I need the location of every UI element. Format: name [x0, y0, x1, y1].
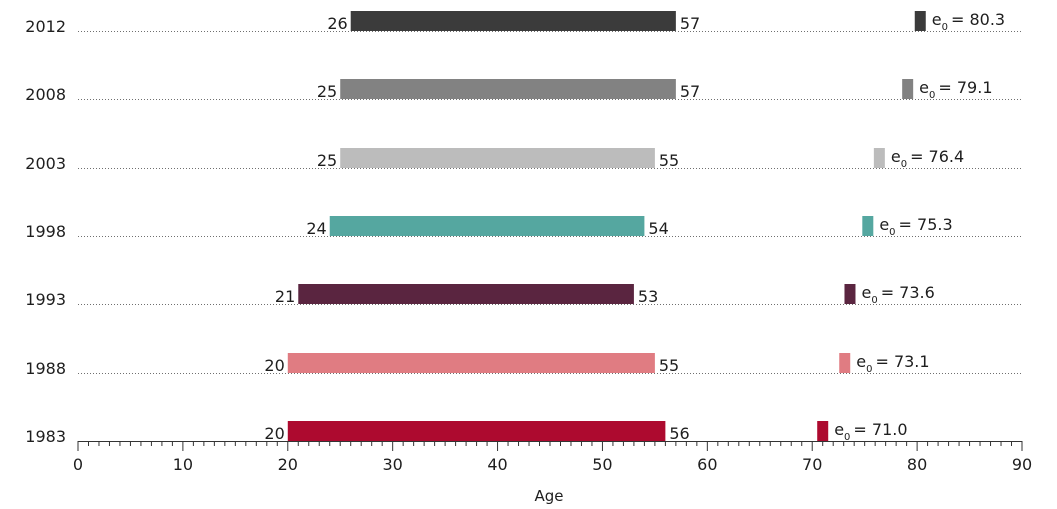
- x-axis-title: Age: [534, 487, 563, 505]
- e0-value: = 80.3: [951, 10, 1005, 29]
- e0-subscript: 0: [889, 227, 895, 238]
- e0-value: = 75.3: [899, 215, 953, 234]
- bar-end-label: 57: [680, 82, 700, 101]
- e0-marker: [873, 148, 885, 168]
- bar-end-label: 57: [680, 14, 700, 33]
- e0-prefix: e: [879, 215, 889, 234]
- e0-marker: [817, 421, 829, 441]
- x-tick-label: 90: [1012, 455, 1032, 474]
- year-label: 1983: [25, 427, 66, 446]
- x-tick-label: 50: [592, 455, 612, 474]
- e0-value: = 73.6: [881, 283, 935, 302]
- range-bar: [287, 353, 655, 373]
- e0-marker: [844, 284, 856, 304]
- e0-prefix: e: [932, 10, 942, 29]
- x-tick-label: 80: [907, 455, 927, 474]
- bar-end-label: 55: [659, 151, 679, 170]
- e0-subscript: 0: [942, 22, 948, 33]
- e0-label: e0 = 79.1: [919, 78, 992, 101]
- e0-label: e0 = 76.4: [891, 147, 964, 170]
- axis-layer: 0 10 20 30 40 50 60 70 80 90: [73, 441, 1032, 474]
- year-label: 1993: [25, 290, 66, 309]
- year-label: 2008: [25, 85, 66, 104]
- year-label: 2003: [25, 154, 66, 173]
- bar-start-label: 25: [317, 151, 337, 170]
- e0-subscript: 0: [866, 364, 872, 375]
- e0-value: = 73.1: [875, 352, 929, 371]
- bar-end-label: 53: [638, 287, 658, 306]
- e0-value: = 79.1: [938, 78, 992, 97]
- bar-start-label: 25: [317, 82, 337, 101]
- range-bar: [350, 11, 676, 31]
- bar-start-label: 21: [275, 287, 295, 306]
- x-tick-label: 20: [278, 455, 298, 474]
- e0-prefix: e: [919, 78, 929, 97]
- bar-start-label: 20: [264, 424, 284, 443]
- bar-end-label: 54: [648, 219, 668, 238]
- e0-subscript: 0: [929, 90, 935, 101]
- e0-value: = 71.0: [853, 420, 907, 439]
- grid-layer: [78, 31, 1022, 374]
- x-tick-label: 30: [382, 455, 402, 474]
- e0-label: e0 = 73.6: [861, 283, 934, 306]
- e0-subscript: 0: [871, 295, 877, 306]
- range-bar: [287, 421, 666, 441]
- x-tick-label: 10: [173, 455, 193, 474]
- e0-subscript: 0: [844, 432, 850, 443]
- e0-marker: [839, 353, 851, 373]
- e0-prefix: e: [856, 352, 866, 371]
- bar-start-label: 20: [264, 356, 284, 375]
- e0-label: e0 = 75.3: [879, 215, 952, 238]
- range-bar: [340, 79, 676, 99]
- e0-marker: [862, 216, 874, 236]
- x-tick-label: 70: [802, 455, 822, 474]
- e0-marker: [914, 11, 926, 31]
- bar-start-label: 26: [327, 14, 347, 33]
- e0-value: = 76.4: [910, 147, 964, 166]
- bar-start-label: 24: [306, 219, 326, 238]
- bar-layer: [287, 11, 926, 441]
- e0-prefix: e: [891, 147, 901, 166]
- year-label: 1998: [25, 222, 66, 241]
- bar-end-label: 55: [659, 356, 679, 375]
- e0-label: e0 = 73.1: [856, 352, 929, 375]
- range-bar: [298, 284, 634, 304]
- year-label: 2012: [25, 17, 66, 36]
- bar-end-label: 56: [669, 424, 689, 443]
- x-tick-label: 0: [73, 455, 83, 474]
- year-label: 1988: [25, 359, 66, 378]
- range-bar: [340, 148, 655, 168]
- e0-label: e0 = 71.0: [834, 420, 907, 443]
- x-tick-label: 60: [697, 455, 717, 474]
- range-bar: [329, 216, 645, 236]
- e0-marker: [902, 79, 914, 99]
- x-tick-label: 40: [487, 455, 507, 474]
- e0-prefix: e: [834, 420, 844, 439]
- e0-label: e0 = 80.3: [932, 10, 1005, 33]
- e0-prefix: e: [861, 283, 871, 302]
- e0-subscript: 0: [901, 159, 907, 170]
